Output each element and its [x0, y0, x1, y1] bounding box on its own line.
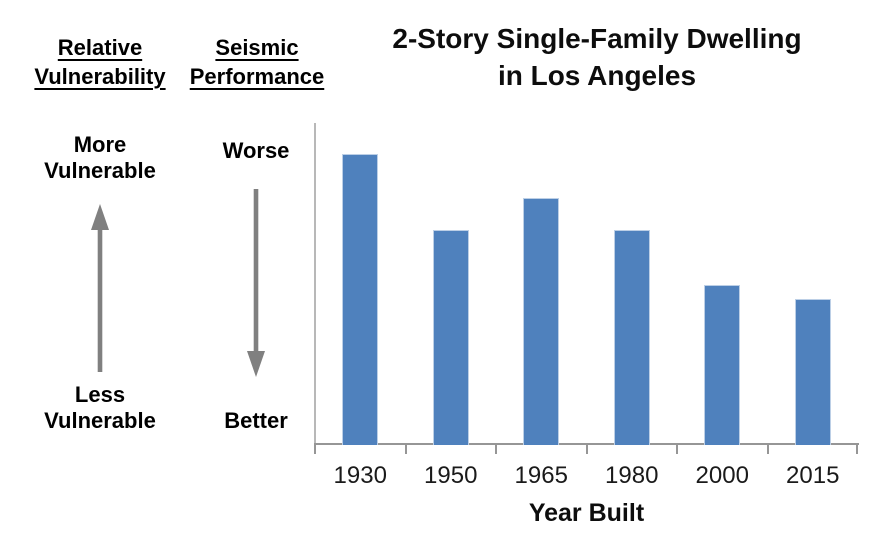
- less-vulnerable-label: Less Vulnerable: [44, 382, 156, 433]
- relative-vulnerability-header-line2: Vulnerability: [34, 64, 166, 89]
- relative-vulnerability-header-line1: Relative: [57, 35, 143, 60]
- chart-title-line1: 2-Story Single-Family Dwelling: [392, 23, 802, 54]
- seismic-performance-header-line2: Performance: [189, 64, 325, 89]
- x-tick-label-2000: 2000: [695, 462, 749, 489]
- x-tick: [585, 444, 588, 454]
- x-tick-label-1980: 1980: [605, 462, 659, 489]
- x-tick: [856, 444, 858, 454]
- chart-title: 2-Story Single-Family Dwelling in Los An…: [320, 20, 874, 94]
- x-tick: [766, 444, 769, 454]
- bar-2015: [794, 299, 831, 445]
- bar-1965: [523, 198, 560, 445]
- x-tick: [314, 444, 316, 454]
- bar-2000: [704, 285, 741, 445]
- x-tick-label-1950: 1950: [424, 462, 478, 489]
- x-tick-row: [314, 444, 858, 454]
- x-tick: [676, 444, 678, 454]
- more-vulnerable-label: More Vulnerable: [44, 132, 156, 183]
- relative-vulnerability-header: Relative Vulnerability: [0, 33, 200, 91]
- x-tick-label-2015: 2015: [786, 462, 840, 489]
- seismic-performance-header: Seismic Performance: [178, 33, 336, 91]
- x-tick: [495, 444, 497, 454]
- better-label: Better: [224, 408, 288, 433]
- chart-title-line2: in Los Angeles: [497, 60, 697, 91]
- plot-area: [315, 123, 858, 445]
- bar-1930: [342, 154, 379, 445]
- y-axis: [314, 123, 316, 445]
- seismic-performance-header-line1: Seismic: [215, 35, 299, 60]
- x-tick: [404, 444, 407, 454]
- x-tick-label-1930: 1930: [333, 462, 387, 489]
- x-tick-label-1965: 1965: [514, 462, 568, 489]
- bar-1980: [613, 230, 650, 445]
- down-arrow-icon: [244, 189, 268, 382]
- bar-1950: [432, 230, 469, 445]
- worse-label: Worse: [222, 138, 290, 163]
- up-arrow-icon: [88, 204, 112, 377]
- x-axis-title: Year Built: [528, 499, 645, 527]
- x-tick-label-row: 1930 1950 1965 1980 2000 2015: [315, 462, 858, 490]
